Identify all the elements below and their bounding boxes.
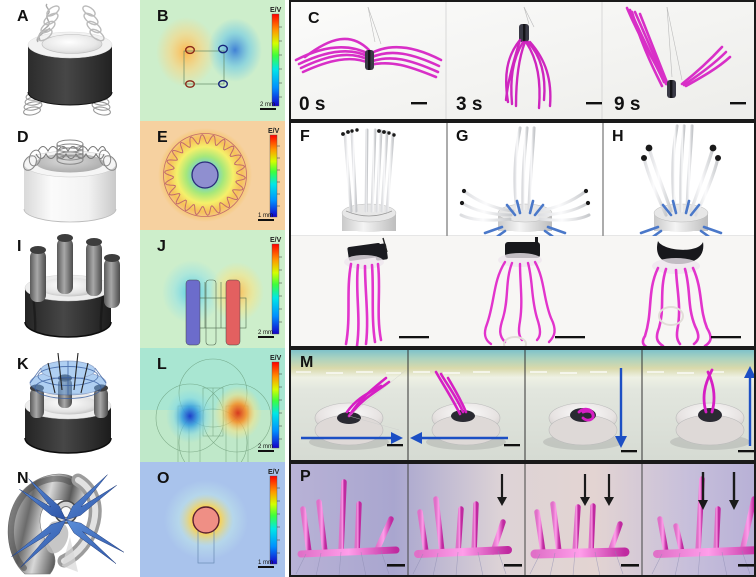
svg-text:1 mm: 1 mm [258, 213, 273, 219]
svg-text:H: H [612, 128, 624, 145]
svg-text:3 s: 3 s [456, 94, 482, 115]
svg-text:1 mm: 1 mm [258, 560, 273, 566]
svg-text:E/V: E/V [268, 469, 280, 476]
svg-text:E/V: E/V [270, 355, 282, 362]
svg-text:E/V: E/V [270, 237, 282, 244]
svg-text:0 s: 0 s [299, 94, 325, 115]
svg-text:F: F [300, 128, 310, 145]
svg-text:G: G [456, 128, 468, 145]
svg-text:2 mm: 2 mm [258, 444, 273, 450]
svg-text:P: P [300, 468, 311, 485]
svg-text:9 s: 9 s [614, 94, 640, 115]
svg-text:E/V: E/V [270, 7, 282, 14]
svg-text:M: M [300, 354, 313, 371]
svg-text:E/V: E/V [268, 128, 280, 135]
svg-text:2 mm: 2 mm [260, 102, 275, 108]
svg-text:2 mm: 2 mm [258, 330, 273, 336]
